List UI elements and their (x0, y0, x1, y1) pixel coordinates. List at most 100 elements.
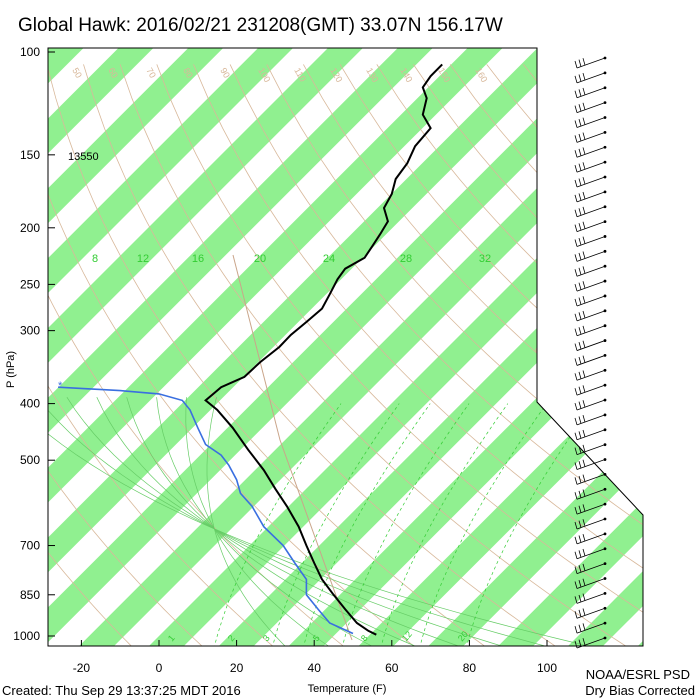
footer-created: Created: Thu Sep 29 13:37:25 MDT 2016 (2, 683, 241, 698)
moist-adiabat (96, 397, 466, 646)
wind-barb (574, 547, 607, 560)
dry-adiabat (449, 64, 643, 646)
wind-barb (574, 56, 607, 69)
wind-barb (574, 413, 607, 426)
y-axis-label: P (hPa) (5, 351, 17, 388)
x-tick-label: 20 (230, 661, 244, 675)
isotherm-label: -30 (532, 98, 556, 122)
theta-label: 70 (144, 66, 158, 80)
wind-barb (574, 487, 607, 500)
mixing-ratio-label: 24 (323, 253, 335, 265)
wind-barb (574, 190, 607, 203)
mixing-ratio-label: 8 (359, 633, 370, 643)
moist-adiabat (48, 396, 599, 646)
isotherm-band (48, 48, 643, 646)
dry-adiabat (339, 64, 643, 646)
moist-adiabat (126, 397, 421, 646)
wind-barb (574, 220, 607, 232)
isotherm-band (0, 39, 23, 648)
mixing-ratio-label: 12 (137, 253, 149, 265)
y-tick-label: 100 (20, 45, 40, 59)
theta-label: 140 (398, 66, 414, 84)
mixing-ratio-line (380, 403, 509, 646)
plot-frame (47, 47, 644, 647)
isotherm-label: 30 (622, 471, 643, 492)
wind-barb (574, 577, 607, 589)
wind-barb (574, 368, 607, 381)
footer-note: Dry Bias Corrected (585, 683, 695, 698)
dry-adiabat (559, 64, 643, 646)
isotherm-band (356, 48, 643, 646)
mixing-ratio-label: 1 (166, 633, 177, 643)
wind-barb (574, 606, 607, 619)
dry-adiabat (119, 64, 630, 646)
wind-barb (574, 309, 607, 322)
wind-barb (574, 443, 607, 456)
temperature-line (204, 63, 443, 636)
wind-barb (574, 101, 607, 113)
isotherm-band (48, 48, 372, 646)
wind-barb (574, 249, 607, 262)
mixing-ratio-lines (213, 403, 594, 646)
theta-label: 60 (106, 66, 120, 80)
dry-adiabat (83, 64, 559, 646)
wind-barb (574, 473, 607, 485)
dry-adiabat (48, 64, 347, 646)
wind-barb (574, 458, 607, 470)
theta-label: 50 (70, 66, 84, 80)
x-axis: -20 0 20 40 60 80 100 (73, 640, 557, 675)
wind-barb (574, 636, 607, 649)
mixing-ratio-label: 5 (311, 633, 322, 643)
mixing-ratio-line (302, 403, 431, 646)
dry-adiabat (48, 64, 276, 646)
y-tick: 400 (20, 397, 55, 411)
reference-profile-line (232, 254, 353, 641)
wind-barb (574, 205, 607, 218)
mixing-ratio-line (271, 403, 400, 646)
theta-label: 80 (181, 66, 195, 80)
dewpoint-marker-icon: * (58, 380, 63, 392)
y-tick-label: 850 (20, 588, 40, 602)
wind-barb (574, 160, 607, 173)
isotherm-band (565, 48, 643, 646)
y-tick-label: 300 (20, 324, 40, 338)
dry-adiabat (48, 64, 418, 646)
mixing-ratio-line (341, 403, 470, 646)
wind-barb (574, 71, 607, 84)
x-tick-label: 40 (308, 661, 322, 675)
footer-org: NOAA/ESRL PSD (586, 667, 690, 682)
y-tick: 100 (20, 45, 55, 59)
wind-barb (574, 502, 607, 515)
wind-barb (574, 175, 607, 188)
y-tick: 1000 (13, 629, 55, 643)
wind-barb (574, 428, 607, 441)
x-tick-label: 100 (537, 661, 557, 675)
x-tick-label: 0 (156, 661, 163, 675)
wind-barb (574, 294, 607, 307)
mixing-ratio-line (213, 403, 342, 646)
mixing-ratio-line (419, 403, 547, 646)
y-tick-label: 150 (20, 148, 40, 162)
y-tick: 850 (20, 588, 55, 602)
wind-barb (574, 532, 607, 545)
isotherm-band (48, 48, 582, 646)
moist-adiabats (48, 396, 599, 646)
x-axis-label: Temperature (F) (308, 683, 387, 695)
height-label: 13550 (68, 151, 99, 163)
wind-barb (574, 116, 607, 128)
wind-barb (574, 339, 607, 351)
mixing-ratio-label: 3 (261, 633, 272, 643)
isotherm-band (48, 48, 93, 646)
y-tick: 200 (20, 221, 55, 235)
wind-barb (574, 264, 607, 277)
mixing-ratio-label: 8 (92, 253, 98, 265)
dry-adiabat (48, 64, 134, 646)
mixing-ratio-label: 28 (400, 253, 412, 265)
mixing-ratio-label: 32 (479, 253, 491, 265)
dry-adiabat (193, 64, 643, 646)
wind-barb (574, 130, 607, 143)
mixing-ratio-label: 20 (254, 253, 266, 265)
